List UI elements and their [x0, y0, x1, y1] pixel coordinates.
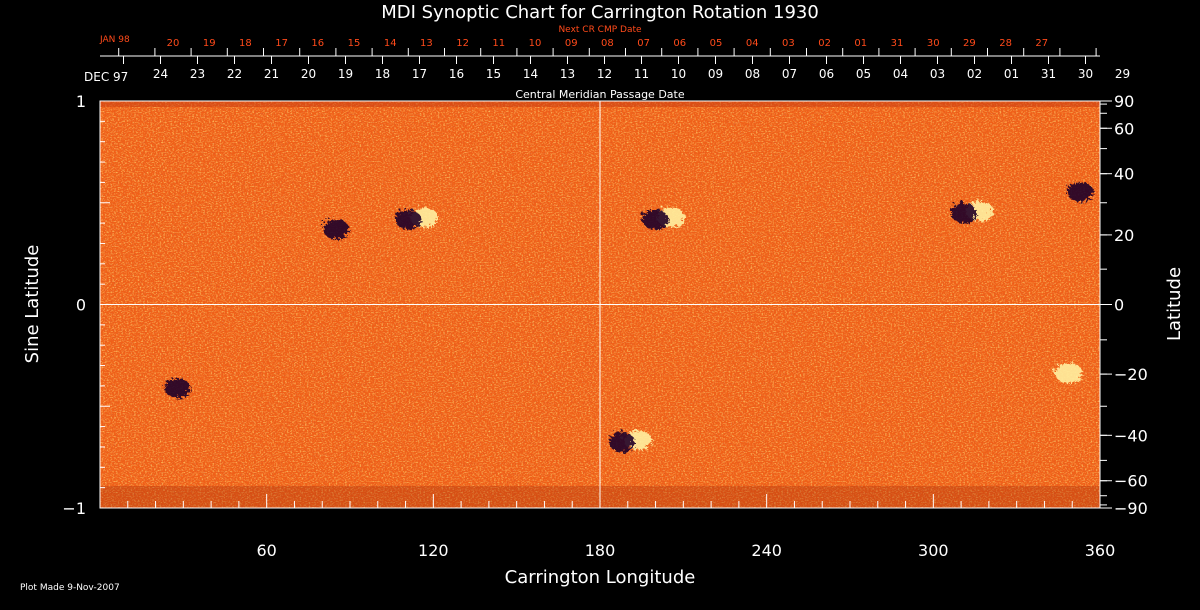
next-date-tick-label: 12: [456, 38, 469, 49]
positive-flux-patch: [1052, 360, 1081, 381]
x-tick-label: 240: [751, 541, 782, 560]
negative-flux-patch: [392, 207, 419, 228]
date-tick-label: 29: [1115, 67, 1130, 81]
next-date-tick-label: 20: [167, 38, 180, 49]
date-tick-label: 18: [375, 67, 390, 81]
negative-flux-patch: [606, 430, 633, 451]
y2-tick-label: 90: [1114, 92, 1134, 111]
next-date-tick-label: 15: [348, 38, 361, 49]
y2-tick-label: 0: [1114, 296, 1124, 315]
x-tick-label: 120: [418, 541, 449, 560]
next-date-tick-label: 11: [492, 38, 505, 49]
active-region: [392, 205, 436, 228]
date-tick-label: 10: [671, 67, 686, 81]
active-region: [320, 216, 347, 237]
next-date-tick-label: 03: [782, 38, 795, 49]
x-axis-label: Carrington Longitude: [505, 567, 696, 588]
next-date-tick-label: 04: [746, 38, 759, 49]
date-start-label: DEC 97: [84, 70, 128, 84]
next-date-tick-label: 05: [710, 38, 723, 49]
date-tick-label: 11: [634, 67, 649, 81]
next-date-tick-label: 13: [420, 38, 433, 49]
active-region: [162, 376, 189, 397]
date-tick-label: 08: [745, 67, 760, 81]
date-tick-label: 01: [1004, 67, 1019, 81]
y2-tick-label: 40: [1114, 165, 1134, 184]
active-region: [1052, 360, 1081, 381]
y2-axis-label: Latitude: [1164, 267, 1185, 341]
date-tick-label: 30: [1078, 67, 1093, 81]
date-tick-label: 14: [523, 67, 538, 81]
date-tick-label: 04: [893, 67, 908, 81]
next-date-tick-label: 16: [311, 38, 324, 49]
next-date-tick-label: 08: [601, 38, 614, 49]
x-tick-label: 180: [585, 541, 616, 560]
date-tick-label: 03: [930, 67, 945, 81]
date-tick-label: 20: [301, 67, 316, 81]
plot-footer: Plot Made 9-Nov-2007: [20, 583, 120, 593]
negative-flux-patch: [640, 207, 667, 228]
next-date-tick-label: 29: [963, 38, 976, 49]
date-tick-label: 19: [338, 67, 353, 81]
y-tick-label: 1: [76, 92, 86, 111]
active-regions: [162, 179, 1092, 451]
x-tick-label: 300: [918, 541, 949, 560]
y-tick-label: −1: [62, 499, 86, 518]
next-date-tick-label: 31: [891, 38, 904, 49]
next-date-tick-label: 14: [384, 38, 397, 49]
next-date-tick-label: 18: [239, 38, 252, 49]
negative-flux-patch: [1065, 179, 1092, 200]
y-axis-label: Sine Latitude: [22, 245, 43, 364]
date-tick-label: 05: [856, 67, 871, 81]
date-tick-label: 07: [782, 67, 797, 81]
next-date-tick-label: 07: [637, 38, 650, 49]
y2-tick-label: −40: [1114, 426, 1148, 445]
date-tick-label: 13: [560, 67, 575, 81]
date-tick-label: 31: [1041, 67, 1056, 81]
date-tick-label: 09: [708, 67, 723, 81]
y2-tick-label: 20: [1114, 226, 1134, 245]
next-date-tick-label: 17: [275, 38, 288, 49]
date-tick-label: 22: [227, 67, 242, 81]
negative-flux-patch: [162, 376, 189, 397]
next-date-tick-label: 06: [673, 38, 686, 49]
next-date-axis-label: Next CR CMP Date: [558, 25, 642, 35]
active-region: [640, 205, 684, 228]
next-date-tick-label: 09: [565, 38, 578, 49]
active-region: [948, 198, 992, 221]
grid-lines: [100, 101, 1100, 508]
next-date-tick-label: 27: [1035, 38, 1048, 49]
date-tick-label: 02: [967, 67, 982, 81]
date-tick-label: 15: [486, 67, 501, 81]
y2-tick-label: −90: [1114, 499, 1148, 518]
next-date-start-label: JAN 98: [99, 35, 130, 45]
chart-title: MDI Synoptic Chart for Carrington Rotati…: [381, 2, 819, 23]
date-tick-label: 12: [597, 67, 612, 81]
date-tick-label: 24: [153, 67, 168, 81]
next-date-tick-label: 19: [203, 38, 216, 49]
next-date-tick-label: 10: [529, 38, 542, 49]
y2-tick-label: 60: [1114, 119, 1134, 138]
axes: 60 120 180 240 300 36010−1906040200−20−40−60−…: [62, 38, 1147, 560]
next-date-tick-label: 30: [927, 38, 940, 49]
y2-tick-label: −20: [1114, 365, 1148, 384]
date-tick-label: 16: [449, 67, 464, 81]
date-tick-label: 23: [190, 67, 205, 81]
next-date-tick-label: 01: [854, 38, 867, 49]
next-date-tick-label: 02: [818, 38, 831, 49]
date-tick-label: 06: [819, 67, 834, 81]
date-tick-label: 17: [412, 67, 427, 81]
next-date-tick-label: 28: [999, 38, 1012, 49]
negative-flux-patch: [948, 200, 975, 221]
date-tick-label: 21: [264, 67, 279, 81]
date-axis-label: Central Meridian Passage Date: [515, 88, 684, 101]
negative-flux-patch: [320, 216, 347, 237]
y-tick-label: 0: [76, 296, 86, 315]
y2-tick-label: −60: [1114, 472, 1148, 491]
x-tick-label: 360: [1085, 541, 1116, 560]
x-tick-label: 60: [256, 541, 276, 560]
active-region: [606, 428, 650, 451]
active-region: [1065, 179, 1092, 200]
